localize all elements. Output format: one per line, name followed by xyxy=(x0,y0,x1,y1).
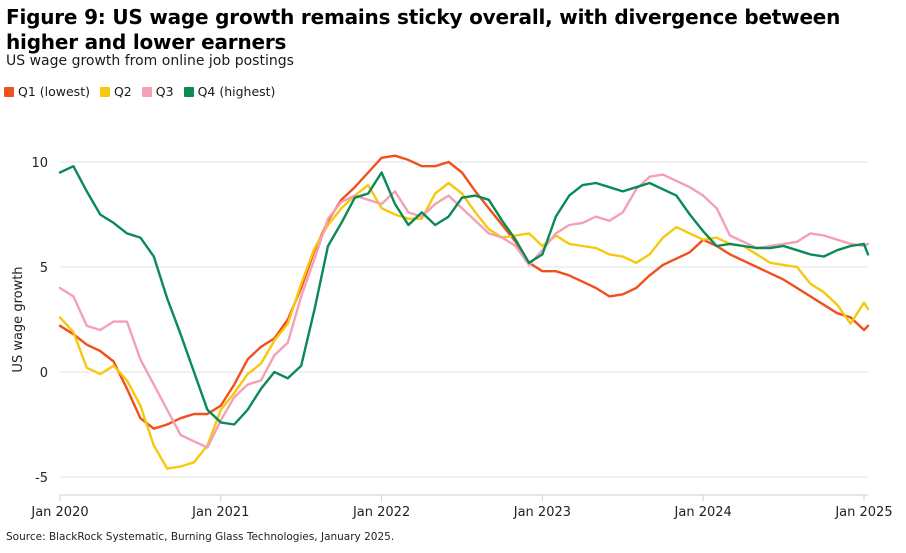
legend-label-q3: Q3 xyxy=(155,84,174,99)
legend-label-q1: Q1 (lowest) xyxy=(18,84,90,99)
q3-series-line xyxy=(58,173,870,449)
legend-item-q3: Q3 xyxy=(141,84,174,99)
y-tick-label: 10 xyxy=(31,156,48,171)
legend-item-q4: Q4 (highest) xyxy=(183,84,276,99)
y-axis-label: US wage growth xyxy=(11,266,26,372)
legend-item-q2: Q2 xyxy=(99,84,132,99)
chart-subtitle: US wage growth from online job postings xyxy=(6,53,294,69)
q2-series-line xyxy=(58,181,870,470)
q4-series-line xyxy=(58,165,870,426)
y-tick-label: -5 xyxy=(35,471,48,486)
x-tick-label: Jan 2020 xyxy=(30,505,88,520)
legend-swatch-q4 xyxy=(183,86,194,97)
x-tick-label: Jan 2025 xyxy=(834,505,892,520)
y-tick-label: 0 xyxy=(40,366,48,381)
legend-label-q4: Q4 (highest) xyxy=(197,84,276,99)
y-tick-label: 5 xyxy=(40,261,48,276)
x-tick-label: Jan 2024 xyxy=(674,505,732,520)
x-tick-label: Jan 2023 xyxy=(513,505,571,520)
legend-swatch-q3 xyxy=(141,86,152,97)
x-tick-label: Jan 2022 xyxy=(352,505,410,520)
chart-title: Figure 9: US wage growth remains sticky … xyxy=(6,5,841,54)
x-tick-label: Jan 2021 xyxy=(191,505,249,520)
q1-series-line xyxy=(58,154,870,430)
legend-swatch-q2 xyxy=(99,86,110,97)
legend-label-q2: Q2 xyxy=(113,84,132,99)
legend-swatch-q1 xyxy=(4,86,14,97)
legend-item-q1: Q1 (lowest) xyxy=(4,84,90,99)
source-note: Source: BlackRock Systematic, Burning Gl… xyxy=(6,531,395,543)
chart-legend: Q1 (lowest) Q2 Q3 Q4 (highest) xyxy=(4,84,275,99)
